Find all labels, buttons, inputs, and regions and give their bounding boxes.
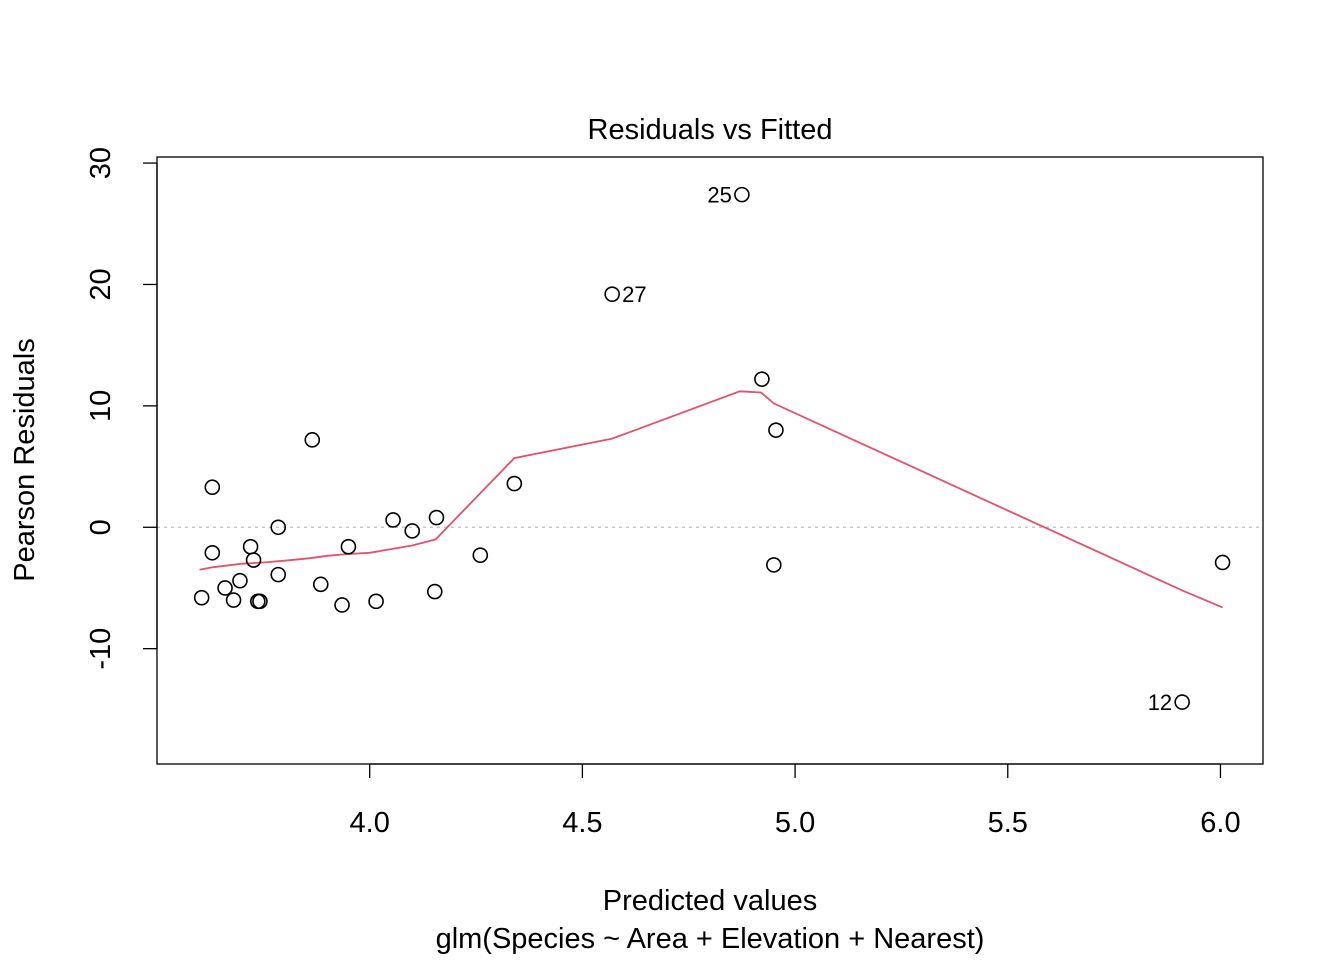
data-point — [304, 432, 321, 448]
data-point — [245, 552, 262, 568]
data-point — [193, 589, 210, 606]
data-point — [768, 422, 784, 438]
data-point — [204, 544, 221, 561]
point-label: 25 — [707, 183, 731, 208]
x-tick-label: 4.0 — [350, 807, 390, 839]
data-point — [404, 523, 421, 539]
data-point — [766, 557, 782, 573]
data-point — [312, 576, 329, 593]
data-point — [604, 286, 620, 302]
x-tick-label: 5.5 — [988, 807, 1028, 839]
point-label: 12 — [1148, 690, 1172, 715]
x-tick-label: 4.5 — [562, 807, 602, 839]
data-point — [204, 479, 221, 496]
data-point — [270, 566, 287, 583]
data-point — [426, 583, 443, 600]
data-point — [242, 538, 259, 555]
data-point — [232, 572, 248, 589]
point-label: 27 — [622, 282, 646, 307]
data-point — [428, 509, 445, 526]
y-axis-label: Pearson Residuals — [9, 338, 41, 581]
chart-title: Residuals vs Fitted — [588, 114, 833, 146]
data-point — [734, 186, 750, 203]
data-point — [1174, 694, 1190, 710]
x-tick-label: 6.0 — [1200, 807, 1240, 839]
y-tick-label: 30 — [85, 147, 117, 179]
x-tick-label: 5.0 — [775, 807, 815, 839]
y-tick-label: -10 — [85, 628, 117, 670]
data-point — [472, 547, 489, 563]
data-point — [270, 519, 287, 536]
data-point — [506, 475, 523, 492]
chart-subtitle: glm(Species ~ Area + Elevation + Nearest… — [436, 923, 985, 955]
data-point — [754, 371, 770, 387]
y-tick-label: 0 — [85, 519, 117, 535]
data-point — [225, 592, 242, 608]
data-point — [385, 512, 401, 528]
data-point — [217, 580, 233, 596]
data-point — [368, 593, 384, 610]
smooth-trend-line — [199, 390, 1223, 609]
data-point — [340, 538, 357, 555]
y-tick-label: 20 — [85, 268, 117, 300]
x-axis-label: Predicted values — [603, 885, 817, 917]
plot-frame — [156, 156, 1264, 765]
y-tick-label: 10 — [85, 390, 117, 422]
data-point — [1214, 554, 1231, 571]
data-point — [334, 597, 350, 613]
data-point — [252, 593, 268, 610]
